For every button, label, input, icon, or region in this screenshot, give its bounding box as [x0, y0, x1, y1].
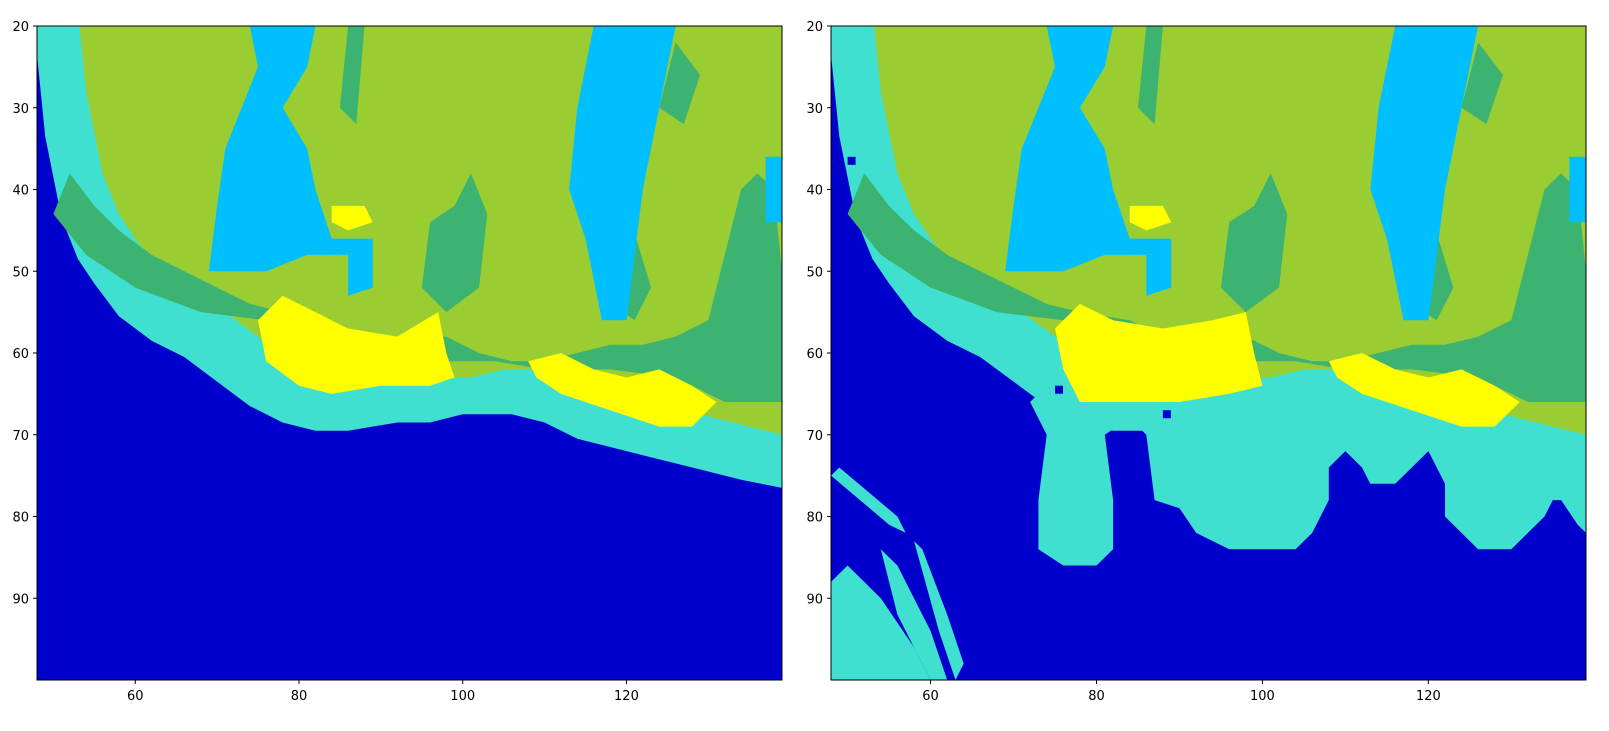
- right-terrain-map: 60 80 100 120 20 30 40 50 60 70 80 90: [806, 20, 1587, 704]
- diagonal-shallow-band-0: [831, 565, 931, 680]
- y-tick-label-4: 60: [12, 347, 29, 362]
- sand-region-0: [258, 295, 455, 394]
- river-region-2: [765, 156, 782, 223]
- x-tick-label-3: 120: [614, 689, 639, 704]
- diagonal-shallow-band-3: [831, 467, 906, 533]
- plot-area: [831, 26, 1586, 680]
- river-region-1: [569, 26, 676, 321]
- y-tick-label-5: 70: [12, 429, 29, 444]
- forest-region-3: [1461, 42, 1503, 125]
- x-tick-label-2: 100: [1250, 689, 1275, 704]
- x-tick-label-2: 100: [450, 689, 475, 704]
- y-tick-label-2: 40: [806, 184, 823, 199]
- y-tick-label-6: 80: [806, 511, 823, 526]
- y-tick-label-5: 70: [806, 429, 823, 444]
- y-tick-label-6: 80: [12, 511, 29, 526]
- x-tick-label-0: 60: [922, 689, 939, 704]
- deep-water-pixel-2: [1162, 410, 1171, 419]
- sand-region-1: [1328, 353, 1520, 427]
- x-tick-label-3: 120: [1416, 689, 1441, 704]
- river-region-0: [1005, 26, 1172, 296]
- diagonal-shallow-band-1: [880, 549, 948, 680]
- deep-water-pixel-0: [847, 156, 856, 165]
- sand-region-2: [331, 205, 373, 231]
- y-tick-label-1: 30: [12, 102, 29, 117]
- plot-area: [37, 26, 782, 680]
- left-terrain-map: 60 80 100 120 20 30 40 50 60 70 80 90: [12, 20, 783, 704]
- river-region-0: [208, 26, 373, 296]
- y-tick-label-3: 50: [806, 265, 823, 280]
- y-tick-label-0: 20: [806, 20, 823, 35]
- y-tick-label-2: 40: [12, 184, 29, 199]
- forest-region-4: [1138, 26, 1163, 125]
- y-tick-label-4: 60: [806, 347, 823, 362]
- forest-region-1: [421, 173, 488, 313]
- y-tick-label-3: 50: [12, 265, 29, 280]
- sand-region-1: [528, 353, 717, 427]
- y-tick-label-0: 20: [12, 20, 29, 35]
- diagonal-shallow-band-2: [914, 541, 964, 680]
- y-tick-label-7: 90: [12, 592, 29, 607]
- forest-region-1: [1220, 173, 1288, 313]
- shelf-lobe-0: [1030, 385, 1586, 566]
- x-tick-label-0: 60: [127, 689, 144, 704]
- y-tick-label-7: 90: [806, 592, 823, 607]
- sand-region-2: [1129, 205, 1172, 231]
- x-tick-label-1: 80: [1088, 689, 1105, 704]
- sand-region-0: [1055, 303, 1263, 402]
- forest-region-3: [659, 42, 701, 125]
- forest-region-4: [339, 26, 365, 125]
- deep-water-pixel-1: [1055, 385, 1064, 394]
- y-tick-label-1: 30: [806, 102, 823, 117]
- river-region-2: [1569, 156, 1586, 223]
- river-region-1: [1370, 26, 1479, 321]
- x-tick-label-1: 80: [291, 689, 308, 704]
